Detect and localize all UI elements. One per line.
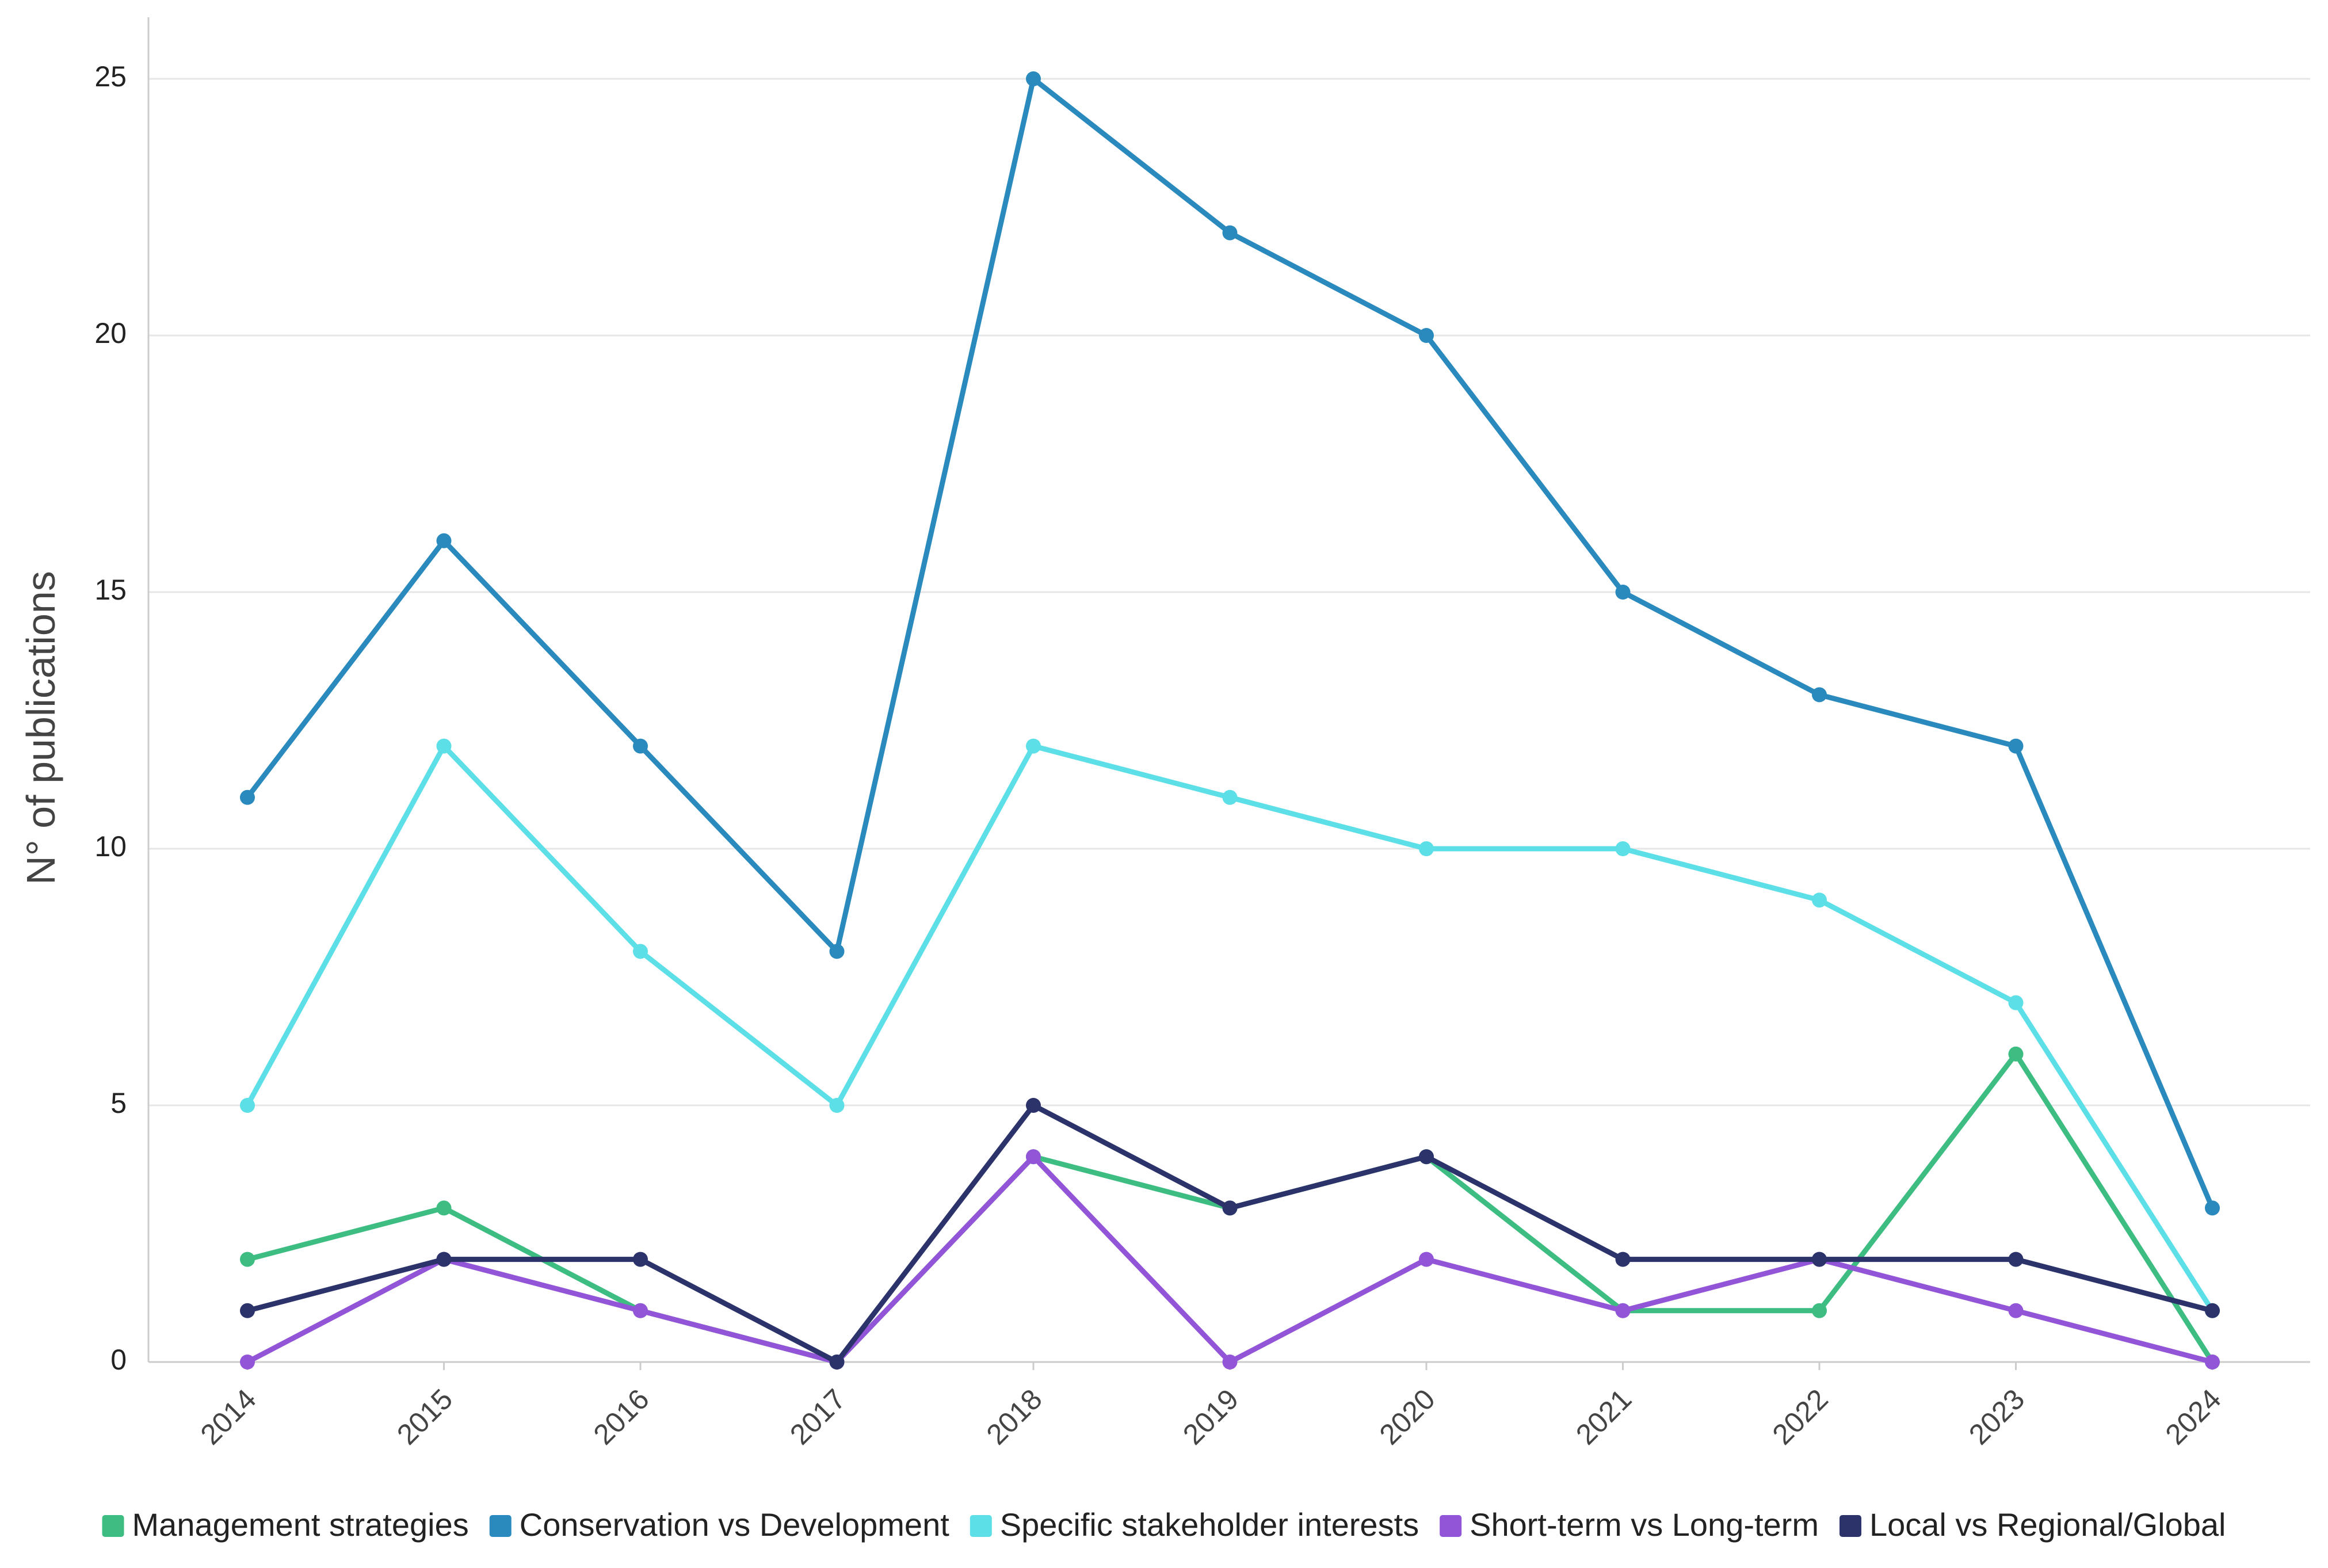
legend-label: Conservation vs Development xyxy=(520,1506,949,1543)
data-point xyxy=(1222,225,1238,241)
data-point xyxy=(240,1252,255,1267)
y-tick-label: 10 xyxy=(94,830,127,863)
x-tick-label: 2024 xyxy=(2159,1383,2227,1451)
data-point xyxy=(633,1303,648,1318)
series-line xyxy=(245,76,2215,1211)
y-axis-label: N° of publications xyxy=(18,571,63,885)
data-point xyxy=(436,738,452,754)
data-point xyxy=(436,1252,452,1267)
data-point xyxy=(1812,687,1827,703)
y-tick-label: 0 xyxy=(110,1344,127,1376)
data-point xyxy=(2008,1046,2024,1062)
y-tick-label: 20 xyxy=(94,317,127,349)
data-point xyxy=(1615,1303,1631,1318)
data-point xyxy=(1419,1149,1434,1165)
legend-item: Local vs Regional/Global xyxy=(1839,1506,2226,1543)
data-point xyxy=(2008,995,2024,1010)
data-point xyxy=(1419,1252,1434,1267)
data-point xyxy=(1026,738,1041,754)
data-point xyxy=(1615,1252,1631,1267)
data-point xyxy=(1615,841,1631,856)
x-tick-label: 2021 xyxy=(1570,1383,1638,1451)
x-tick-label: 2018 xyxy=(980,1383,1048,1451)
axes xyxy=(147,17,2310,1363)
legend: Management strategies Conservation vs Dev… xyxy=(102,1506,2226,1543)
data-point xyxy=(436,1200,452,1216)
data-point xyxy=(436,533,452,548)
data-point xyxy=(2008,738,2024,754)
grid-lines xyxy=(148,78,2310,1107)
legend-label: Specific stakeholder interests xyxy=(1000,1506,1419,1543)
data-point xyxy=(829,1355,845,1369)
x-tick-label: 2023 xyxy=(1963,1383,2031,1451)
x-tick-labels: 2014 2015 2016 2017 2018 2019 2020 2021 2022 2023… xyxy=(194,1362,2227,1451)
data-point xyxy=(1812,1303,1827,1318)
y-tick-labels: 0 5 10 15 20 25 xyxy=(94,60,127,1376)
x-tick-label: 2014 xyxy=(194,1383,262,1451)
y-tick-label: 5 xyxy=(110,1087,127,1119)
data-point xyxy=(2205,1200,2220,1216)
x-tick-label: 2015 xyxy=(391,1383,459,1451)
legend-label: Management strategies xyxy=(132,1506,469,1543)
x-tick-label: 2017 xyxy=(784,1383,852,1451)
legend-item: Specific stakeholder interests xyxy=(970,1506,1419,1543)
data-point xyxy=(2205,1355,2220,1369)
data-point xyxy=(240,1098,255,1113)
legend-swatch xyxy=(970,1515,992,1537)
data-point xyxy=(2008,1252,2024,1267)
series-line xyxy=(245,1102,2215,1365)
data-point xyxy=(1026,71,1041,86)
y-tick-label: 15 xyxy=(94,574,127,606)
series-line xyxy=(245,743,2215,1314)
data-point xyxy=(1615,585,1631,600)
data-point xyxy=(633,738,648,754)
data-point xyxy=(1812,1252,1827,1267)
data-point xyxy=(1222,1200,1238,1216)
legend-swatch xyxy=(1440,1515,1462,1537)
series-specific-stakeholder-interests xyxy=(240,738,2220,1318)
data-point xyxy=(240,1355,255,1369)
legend-label: Local vs Regional/Global xyxy=(1869,1506,2226,1543)
legend-label: Short-term vs Long-term xyxy=(1470,1506,1819,1543)
data-point xyxy=(240,1303,255,1318)
legend-swatch xyxy=(489,1515,512,1537)
data-point xyxy=(633,1252,648,1267)
data-point xyxy=(633,944,648,959)
legend-item: Conservation vs Development xyxy=(489,1506,949,1543)
y-tick-label: 25 xyxy=(94,60,127,93)
data-point xyxy=(1026,1149,1041,1165)
legend-item: Management strategies xyxy=(102,1506,469,1543)
x-tick-label: 2020 xyxy=(1373,1383,1441,1451)
data-point xyxy=(2008,1303,2024,1318)
data-point xyxy=(1419,328,1434,343)
legend-item: Short-term vs Long-term xyxy=(1440,1506,1819,1543)
legend-swatch xyxy=(102,1515,124,1537)
data-point xyxy=(1222,1355,1238,1369)
data-point xyxy=(829,1098,845,1113)
x-tick-label: 2019 xyxy=(1177,1383,1245,1451)
data-point xyxy=(1026,1098,1041,1113)
legend-swatch xyxy=(1839,1515,1861,1537)
series-short-term-vs-long-term xyxy=(240,1149,2220,1369)
series-local-vs-regional-global xyxy=(240,1098,2220,1369)
data-point xyxy=(1812,892,1827,908)
data-point xyxy=(1222,789,1238,805)
x-tick-label: 2022 xyxy=(1766,1383,1834,1451)
x-tick-label: 2016 xyxy=(587,1383,655,1451)
series-conservation-vs-development xyxy=(240,71,2220,1216)
data-point xyxy=(1419,841,1434,856)
data-point xyxy=(2205,1303,2220,1318)
data-point xyxy=(240,789,255,805)
data-point xyxy=(829,944,845,959)
series-lines xyxy=(240,71,2220,1369)
